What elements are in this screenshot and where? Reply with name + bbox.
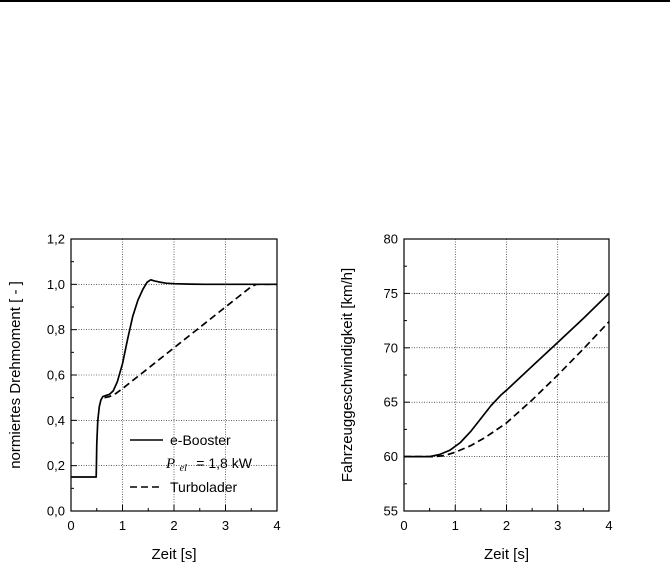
y-axis-title-speed: Fahrzeuggeschwindigkeit [km/h] (339, 268, 356, 482)
grid-speed (404, 239, 609, 511)
y-tick-label: 75 (384, 286, 398, 301)
x-tick-label: 0 (67, 518, 74, 533)
legend-parameter: P el = 1,8 kW (165, 455, 253, 475)
x-tick-label: 1 (452, 518, 459, 533)
chart-speed: 0 1 2 3 4 55 60 65 70 75 80 Zeit [s] Fahrzeuggesc… (339, 232, 613, 564)
x-tick-label: 1 (119, 518, 126, 533)
series-line-turbolader (404, 321, 610, 458)
y-tick-label: 0,6 (47, 368, 65, 383)
legend-param-symbol: P (165, 456, 175, 472)
x-tick-label: 0 (400, 518, 407, 533)
top-rule (0, 0, 670, 2)
y-tick-labels-speed: 55 60 65 70 75 80 (384, 232, 398, 519)
y-tick-label: 55 (384, 504, 398, 519)
x-tick-label: 4 (605, 518, 612, 533)
x-tick-label: 3 (554, 518, 561, 533)
x-axis-title-speed: Zeit [s] (484, 546, 529, 563)
chart-torque: 0 1 2 3 4 0,0 0,2 0,4 0,6 0,8 1,0 1,2 Zeit [s] nor… (7, 232, 281, 564)
x-tick-label: 2 (503, 518, 510, 533)
y-tick-labels-torque: 0,0 0,2 0,4 0,6 0,8 1,0 1,2 (47, 232, 65, 519)
series-torque (71, 278, 277, 478)
legend-label-ebooster: e-Booster (170, 432, 231, 448)
legend-param-subscript: el (180, 463, 187, 474)
x-tick-labels-speed: 0 1 2 3 4 (400, 518, 612, 533)
legend: e-Booster P el = 1,8 kW Turbolader (130, 432, 253, 495)
y-tick-label: 70 (384, 340, 398, 355)
x-axis-title-torque: Zeit [s] (151, 546, 196, 563)
x-tick-label: 3 (222, 518, 229, 533)
x-tick-labels-torque: 0 1 2 3 4 (67, 518, 280, 533)
series-line-e-booster (404, 292, 610, 458)
x-tick-label: 4 (273, 518, 280, 533)
y-tick-label: 0,8 (47, 322, 65, 337)
ticks-speed (403, 238, 610, 512)
y-tick-label: 80 (384, 232, 398, 247)
series-speed (404, 292, 610, 458)
y-tick-label: 0,0 (47, 504, 65, 519)
y-tick-label: 1,0 (47, 277, 65, 292)
ticks-torque (70, 238, 278, 512)
series-line-turbolader (104, 283, 277, 399)
y-axis-title-torque: normiertes Drehmoment [ - ] (7, 281, 24, 469)
legend-param-value: = 1,8 kW (196, 455, 252, 471)
y-tick-label: 65 (384, 395, 398, 410)
y-tick-label: 0,4 (47, 413, 65, 428)
y-tick-label: 1,2 (47, 232, 65, 247)
x-tick-label: 2 (170, 518, 177, 533)
y-tick-label: 0,2 (47, 458, 65, 473)
legend-label-turbolader: Turbolader (170, 479, 238, 495)
y-tick-label: 60 (384, 449, 398, 464)
series-line-e-booster (71, 278, 277, 478)
